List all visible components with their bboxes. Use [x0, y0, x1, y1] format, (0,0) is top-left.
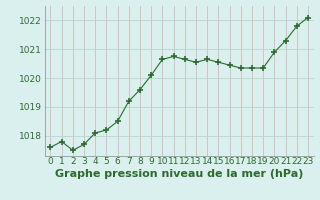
X-axis label: Graphe pression niveau de la mer (hPa): Graphe pression niveau de la mer (hPa) [55, 169, 303, 179]
